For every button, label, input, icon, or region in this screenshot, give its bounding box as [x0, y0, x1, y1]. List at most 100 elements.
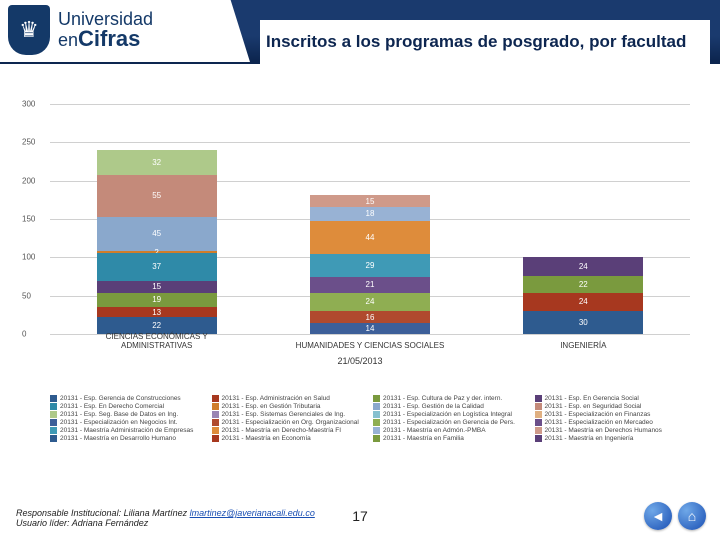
legend-swatch — [50, 427, 57, 434]
legend-label: 20131 - Especialización en Mercadeo — [545, 419, 653, 426]
legend-swatch — [50, 403, 57, 410]
bar-segment: 13 — [97, 307, 217, 317]
legend-label: 20131 - Esp. En Derecho Comercial — [60, 403, 164, 410]
bar-segment: 19 — [97, 293, 217, 308]
legend-label: 20131 - Especialización en Finanzas — [545, 411, 651, 418]
bar-segment: 30 — [523, 311, 643, 334]
bar-segment: 29 — [310, 254, 430, 276]
legend-label: 20131 - Esp. en Gestión Tributaria — [222, 403, 321, 410]
legend-item: 20131 - Maestría en Ingeniería — [535, 435, 691, 442]
bar-segment: 44 — [310, 221, 430, 255]
legend-swatch — [212, 411, 219, 418]
legend-swatch — [212, 435, 219, 442]
home-button[interactable]: ⌂ — [678, 502, 706, 530]
legend-label: 20131 - Especialización en Negocios Int. — [60, 419, 177, 426]
logo-bottom: enCifras — [58, 28, 153, 50]
legend-label: 20131 - Maestría en Desarrollo Humano — [60, 435, 176, 442]
bar-segment: 22 — [523, 276, 643, 293]
legend-swatch — [373, 427, 380, 434]
nav-buttons: ◄ ⌂ — [644, 502, 706, 530]
category-label: HUMANIDADES Y CIENCIAS SOCIALES — [290, 341, 450, 350]
shield-icon: ♛ — [8, 5, 50, 55]
bar-segment: 32 — [97, 150, 217, 175]
legend-item: 20131 - Esp. Cultura de Paz y der. inter… — [373, 395, 529, 402]
category-label: CIENCIAS ECONÓMICAS Y ADMINISTRATIVAS — [77, 332, 237, 350]
bar-segment: 24 — [523, 257, 643, 275]
legend-item: 20131 - Maestría en Familia — [373, 435, 529, 442]
legend-item: 20131 - Esp. Administración en Salud — [212, 395, 368, 402]
chart-date: 21/05/2013 — [20, 356, 700, 366]
bar-segment: 37 — [97, 253, 217, 281]
bar-segment: 45 — [97, 217, 217, 252]
legend-label: 20131 - Esp. Sistemas Gerenciales de Ing… — [222, 411, 346, 418]
legend-swatch — [212, 427, 219, 434]
legend-item: 20131 - Esp. Gerencia de Construcciones — [50, 395, 206, 402]
legend-label: 20131 - Maestría en Ingeniería — [545, 435, 634, 442]
bar-segment: 21 — [310, 277, 430, 293]
legend-item: 20131 - Especialización en Gerencia de P… — [373, 419, 529, 426]
bar-segment: 16 — [310, 311, 430, 323]
legend-swatch — [373, 435, 380, 442]
back-button[interactable]: ◄ — [644, 502, 672, 530]
bar-segment: 15 — [97, 281, 217, 293]
legend-swatch — [212, 419, 219, 426]
legend-item: 20131 - Maestría en Derecho-Maestría FI — [212, 427, 368, 434]
legend-swatch — [373, 395, 380, 402]
resp-name: Liliana Martínez — [124, 508, 190, 518]
legend-swatch — [535, 419, 542, 426]
page-number: 17 — [352, 508, 368, 524]
legend-item: 20131 - Esp. En Gerencia Social — [535, 395, 691, 402]
legend-label: 20131 - Maestría en Familia — [383, 435, 464, 442]
legend-swatch — [373, 419, 380, 426]
legend-swatch — [373, 411, 380, 418]
legend-item: 20131 - Especialización en Finanzas — [535, 411, 691, 418]
legend-swatch — [212, 395, 219, 402]
legend-item: 20131 - Maestría en Derechos Humanos — [535, 427, 691, 434]
legend-item: 20131 - Esp. en Seguridad Social — [535, 403, 691, 410]
legend-swatch — [212, 403, 219, 410]
header: ♛ Universidad enCifras Inscritos a los p… — [0, 0, 720, 64]
legend-item: 20131 - Maestría en Admón.-PMBA — [373, 427, 529, 434]
legend-item: 20131 - Especialización en Mercadeo — [535, 419, 691, 426]
legend-item: 20131 - Especialización en Logística Int… — [373, 411, 529, 418]
legend-label: 20131 - Esp. En Gerencia Social — [545, 395, 639, 402]
logo: ♛ Universidad enCifras — [0, 0, 230, 62]
resp-label: Responsable Institucional: — [16, 508, 124, 518]
page-title: Inscritos a los programas de posgrado, p… — [260, 20, 710, 64]
legend-label: 20131 - Maestría Administración de Empre… — [60, 427, 193, 434]
category-label: INGENIERÍA — [503, 341, 663, 350]
bar-segment: 55 — [97, 175, 217, 217]
legend-item: 20131 - Maestría Administración de Empre… — [50, 427, 206, 434]
legend-swatch — [535, 411, 542, 418]
legend-item: 20131 - Esp. Gestión de la Calidad — [373, 403, 529, 410]
legend-label: 20131 - Esp. Gestión de la Calidad — [383, 403, 484, 410]
legend-label: 20131 - Esp. en Seguridad Social — [545, 403, 642, 410]
legend-label: 20131 - Maestría en Admón.-PMBA — [383, 427, 486, 434]
legend-item: 20131 - Especialización en Org. Organiza… — [212, 419, 368, 426]
bar-segment: 18 — [310, 207, 430, 221]
resp-email[interactable]: lmartinez@javerianacali.edu.co — [190, 508, 315, 518]
legend-swatch — [50, 411, 57, 418]
bar-segment: 24 — [310, 293, 430, 311]
legend-swatch — [535, 403, 542, 410]
user-label: Usuario líder: — [16, 518, 72, 528]
legend-item: 20131 - Maestría en Economía — [212, 435, 368, 442]
legend-label: 20131 - Maestría en Derechos Humanos — [545, 427, 662, 434]
legend: 20131 - Esp. Gerencia de Construcciones2… — [50, 395, 690, 442]
user-name: Adriana Fernández — [72, 518, 149, 528]
legend-item: 20131 - Maestría en Desarrollo Humano — [50, 435, 206, 442]
legend-swatch — [373, 403, 380, 410]
legend-swatch — [535, 435, 542, 442]
legend-label: 20131 - Especialización en Org. Organiza… — [222, 419, 359, 426]
legend-swatch — [50, 419, 57, 426]
legend-item: 20131 - Esp. Seg. Base de Datos en Ing. — [50, 411, 206, 418]
legend-item: 20131 - Especialización en Negocios Int. — [50, 419, 206, 426]
bar-segment: 24 — [523, 293, 643, 311]
legend-label: 20131 - Esp. Seg. Base de Datos en Ing. — [60, 411, 178, 418]
legend-swatch — [50, 395, 57, 402]
chart: 0501001502002503002213191537245553214162… — [20, 104, 700, 404]
bar-segment: 14 — [310, 323, 430, 334]
legend-swatch — [535, 395, 542, 402]
legend-label: 20131 - Especialización en Gerencia de P… — [383, 419, 515, 426]
plot-area: 0501001502002503002213191537245553214162… — [50, 104, 690, 334]
